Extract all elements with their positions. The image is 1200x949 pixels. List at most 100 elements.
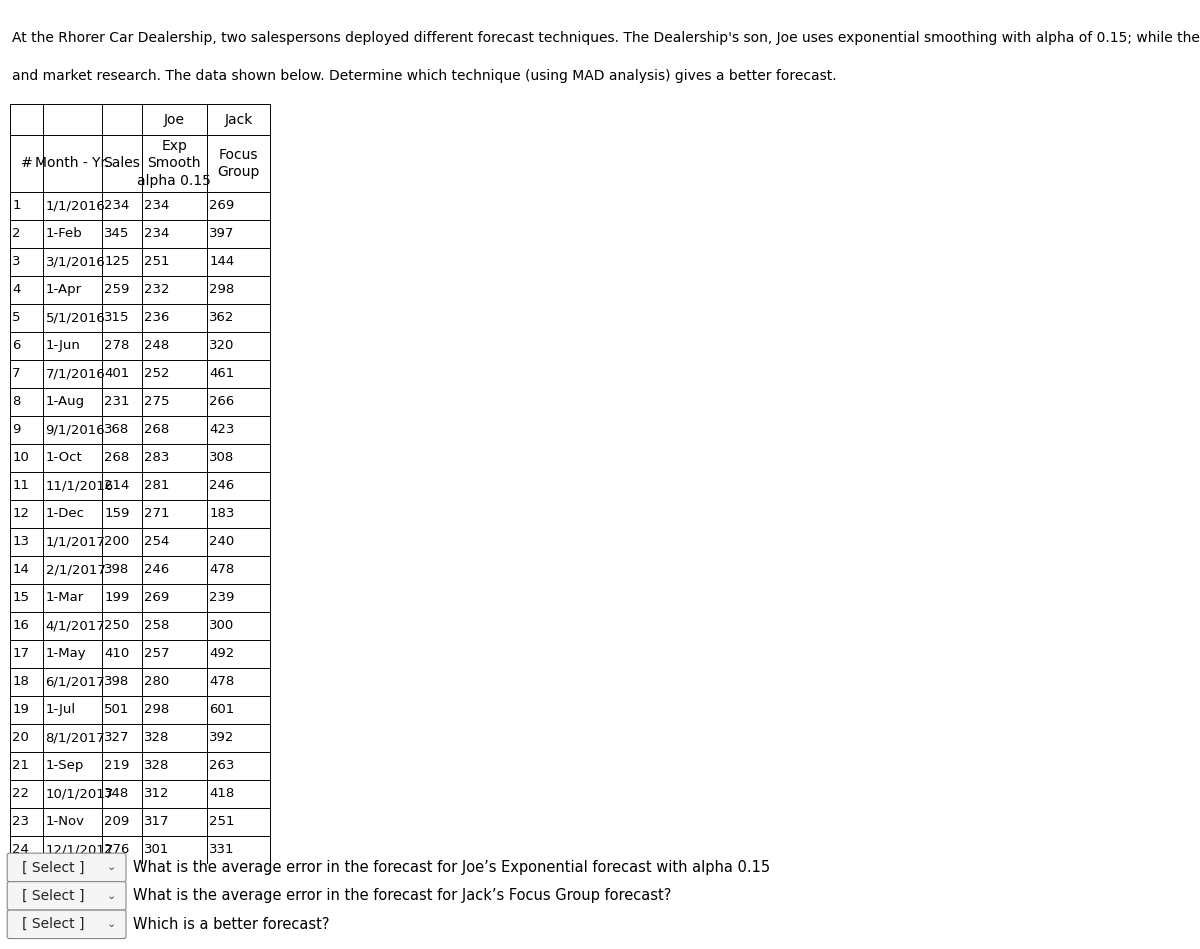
Text: 1: 1: [12, 199, 20, 213]
Text: 13: 13: [12, 535, 29, 549]
Text: 11: 11: [12, 479, 29, 493]
Text: Focus
Group: Focus Group: [217, 148, 259, 178]
Text: 368: 368: [104, 423, 130, 437]
Text: 601: 601: [209, 703, 234, 716]
Text: 298: 298: [144, 703, 169, 716]
Text: 298: 298: [209, 283, 234, 296]
Text: 159: 159: [104, 507, 130, 520]
Text: 1-Mar: 1-Mar: [46, 591, 84, 605]
Text: #: #: [20, 157, 32, 170]
Text: 8/1/2017: 8/1/2017: [46, 731, 106, 744]
Text: 328: 328: [144, 759, 169, 772]
Text: 1-Feb: 1-Feb: [46, 227, 83, 240]
Text: 239: 239: [209, 591, 235, 605]
Text: 7/1/2016: 7/1/2016: [46, 367, 106, 381]
Text: 345: 345: [104, 227, 130, 240]
Text: Joe: Joe: [163, 113, 185, 126]
Text: 252: 252: [144, 367, 169, 381]
Text: 312: 312: [144, 787, 169, 800]
Text: 259: 259: [104, 283, 130, 296]
Text: 331: 331: [209, 843, 235, 856]
Text: 144: 144: [209, 255, 234, 269]
Text: 478: 478: [209, 563, 234, 576]
Text: 5/1/2016: 5/1/2016: [46, 311, 106, 325]
Text: 1-Apr: 1-Apr: [46, 283, 82, 296]
Text: 254: 254: [144, 535, 169, 549]
Text: 401: 401: [104, 367, 130, 381]
Text: 492: 492: [209, 647, 234, 661]
Text: 23: 23: [12, 815, 29, 828]
Text: 3/1/2016: 3/1/2016: [46, 255, 106, 269]
Text: 20: 20: [12, 731, 29, 744]
Text: 269: 269: [209, 199, 234, 213]
Text: 398: 398: [104, 563, 130, 576]
Text: 6/1/2017: 6/1/2017: [46, 675, 106, 688]
Text: What is the average error in the forecast for Joe’s Exponential forecast with al: What is the average error in the forecas…: [133, 860, 770, 875]
Text: 410: 410: [104, 647, 130, 661]
Text: 6: 6: [12, 339, 20, 352]
Text: ⌄: ⌄: [107, 891, 116, 901]
Text: 234: 234: [144, 227, 169, 240]
Text: 234: 234: [144, 199, 169, 213]
Text: 19: 19: [12, 703, 29, 716]
Text: 12/1/2017: 12/1/2017: [46, 843, 114, 856]
Text: 271: 271: [144, 507, 169, 520]
Text: 328: 328: [144, 731, 169, 744]
Text: 18: 18: [12, 675, 29, 688]
Text: 320: 320: [209, 339, 235, 352]
Text: 461: 461: [209, 367, 234, 381]
Text: 1-Jun: 1-Jun: [46, 339, 80, 352]
Text: 308: 308: [209, 451, 234, 464]
Text: 348: 348: [104, 787, 130, 800]
Text: 14: 14: [12, 563, 29, 576]
Text: 278: 278: [104, 339, 130, 352]
Text: 21: 21: [12, 759, 29, 772]
Text: Sales: Sales: [103, 157, 140, 170]
Text: 1-Sep: 1-Sep: [46, 759, 84, 772]
Text: 246: 246: [144, 563, 169, 576]
Text: 1-May: 1-May: [46, 647, 86, 661]
Text: 3: 3: [12, 255, 20, 269]
Text: 1-Jul: 1-Jul: [46, 703, 76, 716]
Text: Which is a better forecast?: Which is a better forecast?: [133, 917, 330, 932]
Text: [ Select ]: [ Select ]: [22, 861, 84, 874]
Text: 11/1/2016: 11/1/2016: [46, 479, 114, 493]
Text: 418: 418: [209, 787, 234, 800]
Text: 7: 7: [12, 367, 20, 381]
Text: ⌄: ⌄: [107, 863, 116, 872]
Text: 281: 281: [144, 479, 169, 493]
Text: 12: 12: [12, 507, 29, 520]
Text: 199: 199: [104, 591, 130, 605]
Text: [ Select ]: [ Select ]: [22, 918, 84, 931]
Text: 478: 478: [209, 675, 234, 688]
Text: 231: 231: [104, 395, 130, 408]
Text: 258: 258: [144, 619, 169, 632]
Text: 22: 22: [12, 787, 29, 800]
Text: 15: 15: [12, 591, 29, 605]
Text: 214: 214: [104, 479, 130, 493]
Text: 236: 236: [144, 311, 169, 325]
Text: 2/1/2017: 2/1/2017: [46, 563, 106, 576]
Text: 300: 300: [209, 619, 234, 632]
Text: 9: 9: [12, 423, 20, 437]
Text: 263: 263: [209, 759, 235, 772]
Text: 248: 248: [144, 339, 169, 352]
Text: At the Rhorer Car Dealership, two salespersons deployed different forecast techn: At the Rhorer Car Dealership, two salesp…: [12, 31, 1200, 45]
Text: 257: 257: [144, 647, 169, 661]
Text: 234: 234: [104, 199, 130, 213]
Text: 240: 240: [209, 535, 234, 549]
Text: 268: 268: [144, 423, 169, 437]
Text: 1-Nov: 1-Nov: [46, 815, 84, 828]
Text: 8: 8: [12, 395, 20, 408]
Text: 280: 280: [144, 675, 169, 688]
Text: 200: 200: [104, 535, 130, 549]
Text: 219: 219: [104, 759, 130, 772]
Text: 268: 268: [104, 451, 130, 464]
Text: and market research. The data shown below. Determine which technique (using MAD : and market research. The data shown belo…: [12, 69, 836, 84]
Text: 315: 315: [104, 311, 130, 325]
Text: Exp
Smooth
alpha 0.15: Exp Smooth alpha 0.15: [137, 139, 211, 188]
Text: 398: 398: [104, 675, 130, 688]
Text: 275: 275: [144, 395, 169, 408]
Text: 16: 16: [12, 619, 29, 632]
Text: Jack: Jack: [224, 113, 253, 126]
